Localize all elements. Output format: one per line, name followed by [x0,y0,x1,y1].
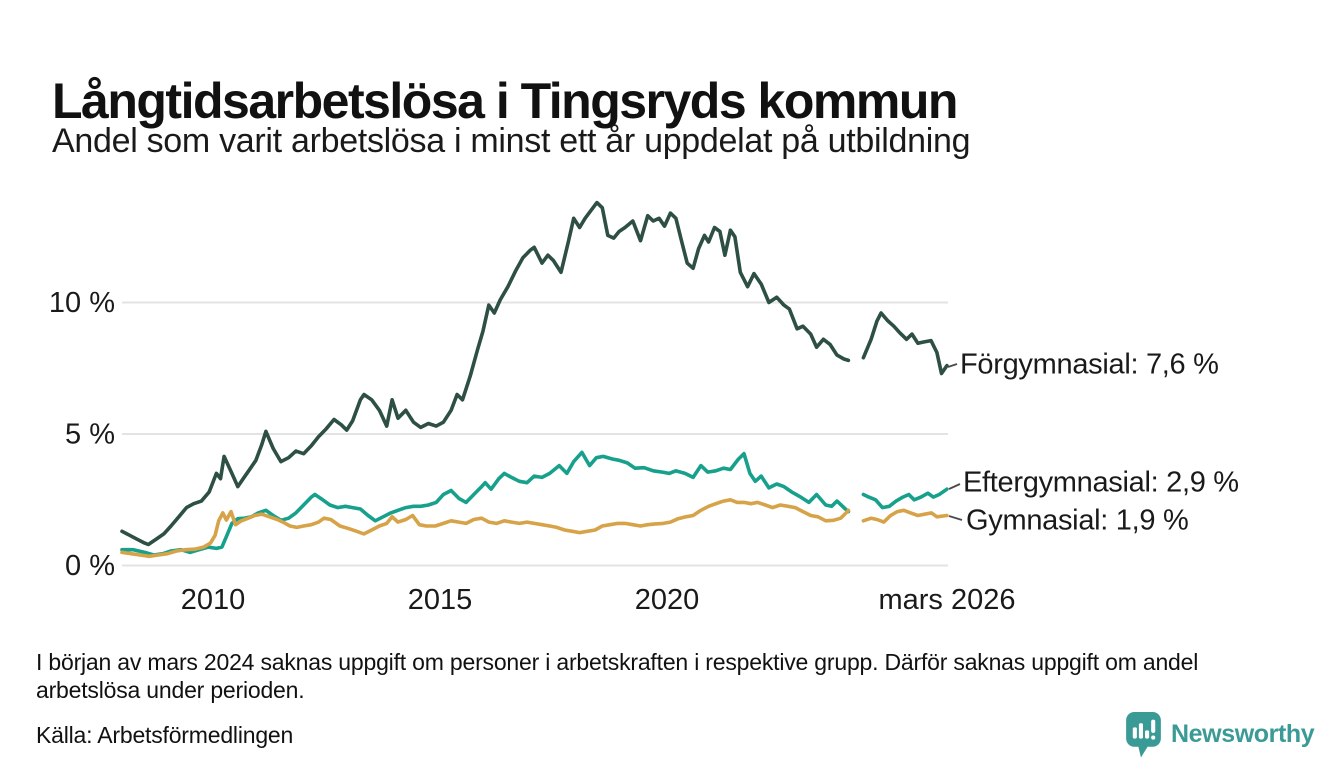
source-credit: Källa: Arbetsförmedlingen [36,722,294,748]
connector-forgymnasial [947,363,958,368]
page-title: Långtidsarbetslösa i Tingsryds kommun [52,72,958,129]
series-line-eftergymnasial [861,487,949,510]
newsworthy-bubble-chart-icon [1126,712,1161,758]
chart-footnote: I början av mars 2024 saknas uppgift om … [36,649,1199,703]
series-label-gymnasial: Gymnasial: 1,9 % [966,504,1189,537]
x-axis: 2010 2015 2020 mars 2026 [181,584,1016,616]
series-line-gymnasial [861,508,949,524]
connector-eftergymnasial [948,483,961,490]
chart-subtitle: Andel som varit arbetslösa i minst ett å… [52,122,971,160]
x-tick-label: 2015 [408,584,473,616]
connector-gymnasial [948,515,963,521]
x-tick-label: 2010 [181,584,246,616]
newsworthy-logo-text: Newsworthy [1171,720,1315,748]
series-label-eftergymnasial: Eftergymnasial: 2,9 % [963,466,1239,499]
x-tick-label: 2020 [635,584,700,616]
series-line-forgymnasial [120,200,851,547]
annotation-connectors [947,363,963,521]
x-tick-label: mars 2026 [878,584,1015,616]
series-line-gymnasial [120,497,851,559]
y-tick-label: 5 % [65,419,115,451]
gridlines [122,301,948,567]
y-axis: 0 % 5 % 10 % [49,287,115,582]
y-tick-label: 0 % [65,550,115,582]
series-line-forgymnasial [861,311,949,376]
y-tick-label: 10 % [49,287,115,319]
series-layer [120,200,949,559]
newsworthy-logo: Newsworthy [1125,711,1315,758]
series-label-forgymnasial: Förgymnasial: 7,6 % [960,348,1219,381]
